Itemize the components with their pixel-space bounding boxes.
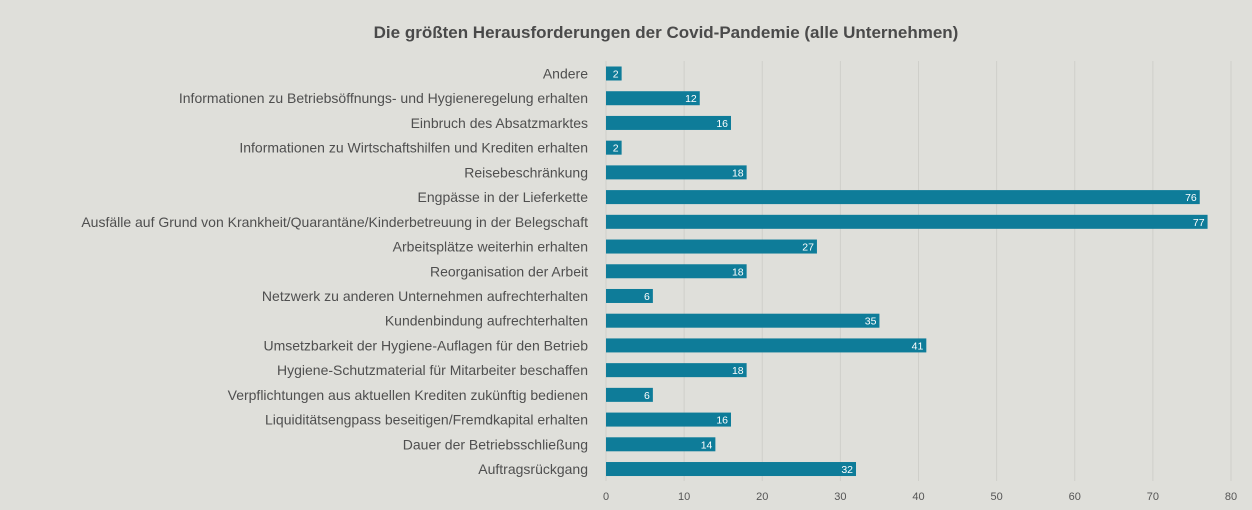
category-label-3: Informationen zu Wirtschaftshilfen und K… [239, 140, 588, 156]
bar-12 [606, 363, 747, 378]
bars [606, 66, 1208, 477]
data-label-5: 76 [1185, 192, 1197, 204]
data-label-3: 2 [613, 143, 619, 155]
category-label-4: Reisebeschränkung [464, 164, 588, 180]
bar-10 [606, 313, 880, 328]
bar-13 [606, 387, 653, 402]
bar-5 [606, 190, 1200, 205]
bar-4 [606, 165, 747, 180]
x-tick-label-70: 70 [1147, 491, 1159, 503]
bar-1 [606, 91, 700, 106]
x-tick-label-80: 80 [1225, 491, 1237, 503]
category-label-16: Auftragsrückgang [478, 461, 588, 477]
category-label-8: Reorganisation der Arbeit [430, 263, 588, 279]
bar-11 [606, 338, 927, 353]
category-label-13: Verpflichtungen aus aktuellen Krediten z… [228, 387, 588, 403]
data-label-10: 35 [865, 316, 877, 328]
bar-15 [606, 437, 716, 452]
data-label-16: 32 [841, 464, 853, 476]
category-label-7: Arbeitsplätze weiterhin erhalten [393, 239, 588, 255]
x-tick-label-20: 20 [756, 491, 768, 503]
category-label-5: Engpässe in der Lieferkette [418, 189, 589, 205]
data-label-0: 2 [613, 69, 619, 81]
data-label-6: 77 [1193, 217, 1205, 229]
x-axis-tick-labels: 0 10 20 30 40 50 60 70 80 [603, 491, 1237, 503]
category-label-2: Einbruch des Absatzmarktes [411, 115, 588, 131]
bar-9 [606, 288, 653, 303]
data-label-4: 18 [732, 167, 744, 179]
x-tick-label-30: 30 [834, 491, 846, 503]
bar-2 [606, 115, 731, 130]
bar-6 [606, 214, 1208, 229]
x-tick-label-0: 0 [603, 491, 609, 503]
data-label-1: 12 [685, 93, 697, 105]
category-label-14: Liquiditätsengpass beseitigen/Fremdkapit… [265, 412, 588, 428]
category-labels: Andere Informationen zu Betriebsöffnungs-… [81, 66, 588, 478]
category-label-10: Kundenbindung aufrechterhalten [385, 313, 588, 329]
bar-14 [606, 412, 731, 427]
category-label-15: Dauer der Betriebsschließung [403, 436, 588, 452]
category-label-9: Netzwerk zu anderen Unternehmen aufrecht… [262, 288, 588, 304]
bar-3 [606, 140, 622, 155]
x-tick-label-40: 40 [912, 491, 924, 503]
category-label-1: Informationen zu Betriebsöffnungs- und H… [179, 90, 588, 106]
bar-16 [606, 462, 856, 477]
x-tick-label-50: 50 [991, 491, 1003, 503]
data-label-8: 18 [732, 266, 744, 278]
data-label-11: 41 [912, 340, 924, 352]
category-label-0: Andere [543, 66, 588, 82]
bar-8 [606, 264, 747, 279]
data-label-7: 27 [802, 242, 814, 254]
category-label-6: Ausfälle auf Grund von Krankheit/Quarant… [81, 214, 588, 230]
data-label-14: 16 [716, 415, 728, 427]
data-label-2: 16 [716, 118, 728, 130]
data-label-13: 6 [644, 390, 650, 402]
data-label-15: 14 [701, 439, 713, 451]
bar-0 [606, 66, 622, 81]
gridlines [605, 61, 1232, 481]
data-label-12: 18 [732, 365, 744, 377]
data-label-9: 6 [644, 291, 650, 303]
x-tick-label-60: 60 [1069, 491, 1081, 503]
category-label-12: Hygiene-Schutzmaterial für Mitarbeiter b… [277, 362, 588, 378]
category-label-11: Umsetzbarkeit der Hygiene-Auflagen für d… [263, 337, 588, 353]
bar-7 [606, 239, 817, 254]
chart-title: Die größten Herausforderungen der Covid-… [374, 23, 959, 42]
x-tick-label-10: 10 [678, 491, 690, 503]
